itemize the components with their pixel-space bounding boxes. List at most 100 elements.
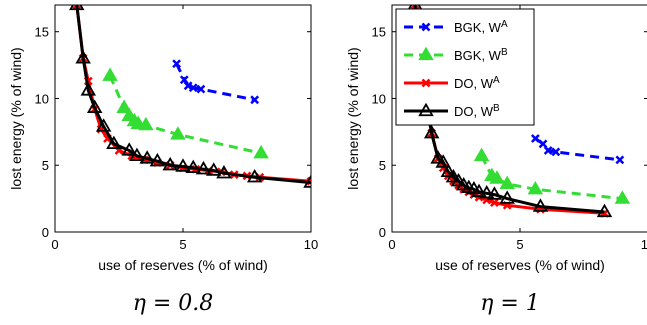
x-axis-label: use of reserves (% of wind) [435,257,605,273]
data-point [149,152,166,167]
y-axis-label: lost energy (% of wind) [8,47,24,189]
data-point [72,5,82,10]
data-point [450,172,467,187]
data-point [499,190,515,204]
data-point [162,156,178,171]
data-point [596,203,613,218]
legend-label: BGK, WA [454,19,508,36]
data-point [138,116,154,131]
data-point [195,160,212,175]
data-point [75,50,91,64]
data-point [139,150,155,164]
legend-item: BGK, WB [404,46,508,64]
y-tick-label: 10 [35,91,49,106]
data-point [172,59,181,69]
data-point [440,163,457,178]
data-point [80,82,97,96]
data-point [250,95,260,105]
legend: BGK, WA BGK, WB DO, WA DO, WB [395,8,535,126]
series-bgk-w-a [172,59,260,105]
y-tick-label: 15 [372,25,386,40]
series-bgk-w-b [102,67,269,159]
y-tick-label: 0 [42,225,49,240]
data-point [188,83,198,93]
legend-marker [418,102,434,117]
y-tick-label: 10 [372,91,386,106]
data-point [170,126,186,140]
data-point [489,170,505,184]
x-tick-label: 10 [304,237,318,252]
series-do-w-a [72,5,311,186]
series-do-w-b [69,5,311,188]
data-point [445,168,462,183]
x-tick-label: 0 [388,237,395,252]
series-line [480,155,623,201]
data-point [490,198,499,208]
data-point [121,142,137,156]
x-tick-label: 5 [516,237,523,252]
data-point [614,190,631,204]
x-tick-label: 0 [51,237,58,252]
data-point [527,180,544,195]
y-tick-label: 0 [379,225,386,240]
data-point [486,186,503,200]
data-point [478,184,495,199]
data-point [303,174,311,188]
plot-area [69,5,311,188]
data-point [615,155,625,165]
series-line [175,63,255,102]
data-point [499,175,515,190]
data-point [175,158,191,172]
data-point [246,168,263,183]
data-point [530,134,540,143]
y-tick-label: 5 [379,158,386,173]
data-point [116,99,132,113]
data-point [423,124,440,139]
data-point [430,150,446,164]
legend-marker [421,78,431,88]
data-point [69,5,85,11]
x-tick-label: 5 [179,237,186,252]
data-point [473,147,490,162]
legend-item: DO, WA [404,75,500,92]
legend-marker [421,22,431,32]
legend-label: DO, WB [454,103,500,120]
chart-caption: η = 0.8 [133,291,214,316]
plot-area [407,5,631,218]
series-line [75,5,311,185]
data-point [179,75,189,85]
legend-item: DO, WB [404,102,500,120]
data-point [183,81,193,91]
data-point [106,135,122,149]
series-bgk-w-b [473,147,631,204]
legend-item: BGK, WA [404,19,508,36]
series-line [75,5,311,183]
y-tick-label: 15 [35,25,49,40]
data-point [216,164,232,179]
data-point [538,139,548,149]
plot-frame [54,4,312,233]
data-point [102,67,118,81]
data-point [253,144,269,159]
data-point [95,118,112,132]
legend-label: BGK, WB [454,47,508,64]
data-point [185,159,201,174]
legend-marker [418,46,434,61]
data-point [532,198,549,212]
chart-panel-2: 0 5 10 0 5 10 15 use of reserves (% of wind) los… [345,4,647,316]
chart-panel-1: 0 5 10 0 5 10 15 use of reserves (% of wind) los… [8,4,318,316]
data-point [551,147,561,157]
y-axis-label: lost energy (% of wind) [345,47,361,189]
data-point [129,147,145,162]
y-tick-label: 5 [42,158,49,173]
data-point [435,154,451,168]
data-point [471,183,487,198]
legend-label: DO, WA [454,75,500,92]
data-point [205,162,222,176]
data-point [196,84,206,94]
x-tick-label: 10 [641,237,647,252]
chart-caption: η = 1 [480,291,540,316]
series-bgk-w-a [530,134,625,165]
data-point [86,99,103,113]
